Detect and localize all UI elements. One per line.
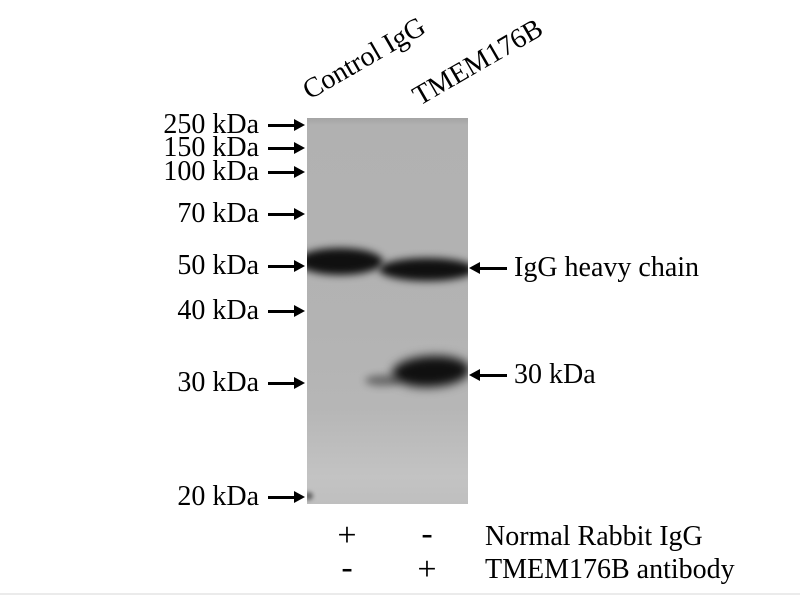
marker-30-kda: 30 kDa	[0, 366, 294, 400]
right-arrow-icon	[268, 381, 294, 385]
marker-label: 30 kDa	[177, 367, 259, 398]
annotation-label-igg-heavy-chain: IgG heavy chain	[514, 252, 700, 283]
treatment-label-tmem176b-antibody: TMEM176B antibody	[485, 554, 735, 585]
right-arrow-icon	[268, 495, 294, 499]
lane-label-tmem176b: TMEM176B	[407, 12, 549, 112]
bottom-edge-line	[0, 593, 800, 595]
right-arrow-icon	[268, 264, 294, 268]
membrane-edge-speck	[307, 492, 313, 500]
sign-tmem176b-antibody-lane1: -	[341, 549, 353, 586]
annotation-30kda: 30 kDa	[469, 358, 596, 392]
band-30kda-faint-tail	[365, 375, 401, 386]
blot-membrane	[307, 118, 468, 504]
marker-250-kda: 250 kDa	[0, 108, 294, 142]
band-igg-heavy-chain-tmem176b-lane	[379, 258, 468, 281]
band-igg-heavy-chain-control-lane	[307, 248, 383, 275]
left-arrow-icon	[480, 373, 507, 377]
right-arrow-icon	[268, 170, 294, 174]
right-arrow-icon	[268, 309, 294, 313]
annotation-igg-heavy-chain: IgG heavy chain	[469, 251, 699, 285]
marker-40-kda: 40 kDa	[0, 294, 294, 328]
marker-label: 50 kDa	[177, 250, 259, 281]
sign-tmem176b-antibody-lane2: +	[417, 551, 437, 588]
marker-label: 40 kDa	[177, 295, 259, 326]
marker-150-kda: 150 kDa	[0, 131, 294, 165]
marker-label: 150 kDa	[163, 132, 259, 163]
right-arrow-icon	[268, 123, 294, 127]
right-arrow-icon	[268, 146, 294, 150]
left-arrow-icon	[480, 266, 507, 270]
marker-50-kda: 50 kDa	[0, 249, 294, 283]
right-arrow-icon	[268, 212, 294, 216]
sign-normal-igg-lane2: -	[421, 515, 433, 552]
sign-normal-igg-lane1: +	[337, 517, 357, 554]
marker-20-kda: 20 kDa	[0, 480, 294, 514]
treatment-label-normal-rabbit-igg: Normal Rabbit IgG	[485, 521, 703, 552]
marker-label: 20 kDa	[177, 481, 259, 512]
marker-label: 100 kDa	[163, 156, 259, 187]
annotation-label-30kda: 30 kDa	[514, 359, 596, 390]
band-30kda-tmem176b-lane	[391, 353, 468, 390]
marker-70-kda: 70 kDa	[0, 197, 294, 231]
marker-label: 250 kDa	[163, 109, 259, 140]
marker-label: 70 kDa	[177, 198, 259, 229]
marker-100-kda: 100 kDa	[0, 155, 294, 189]
